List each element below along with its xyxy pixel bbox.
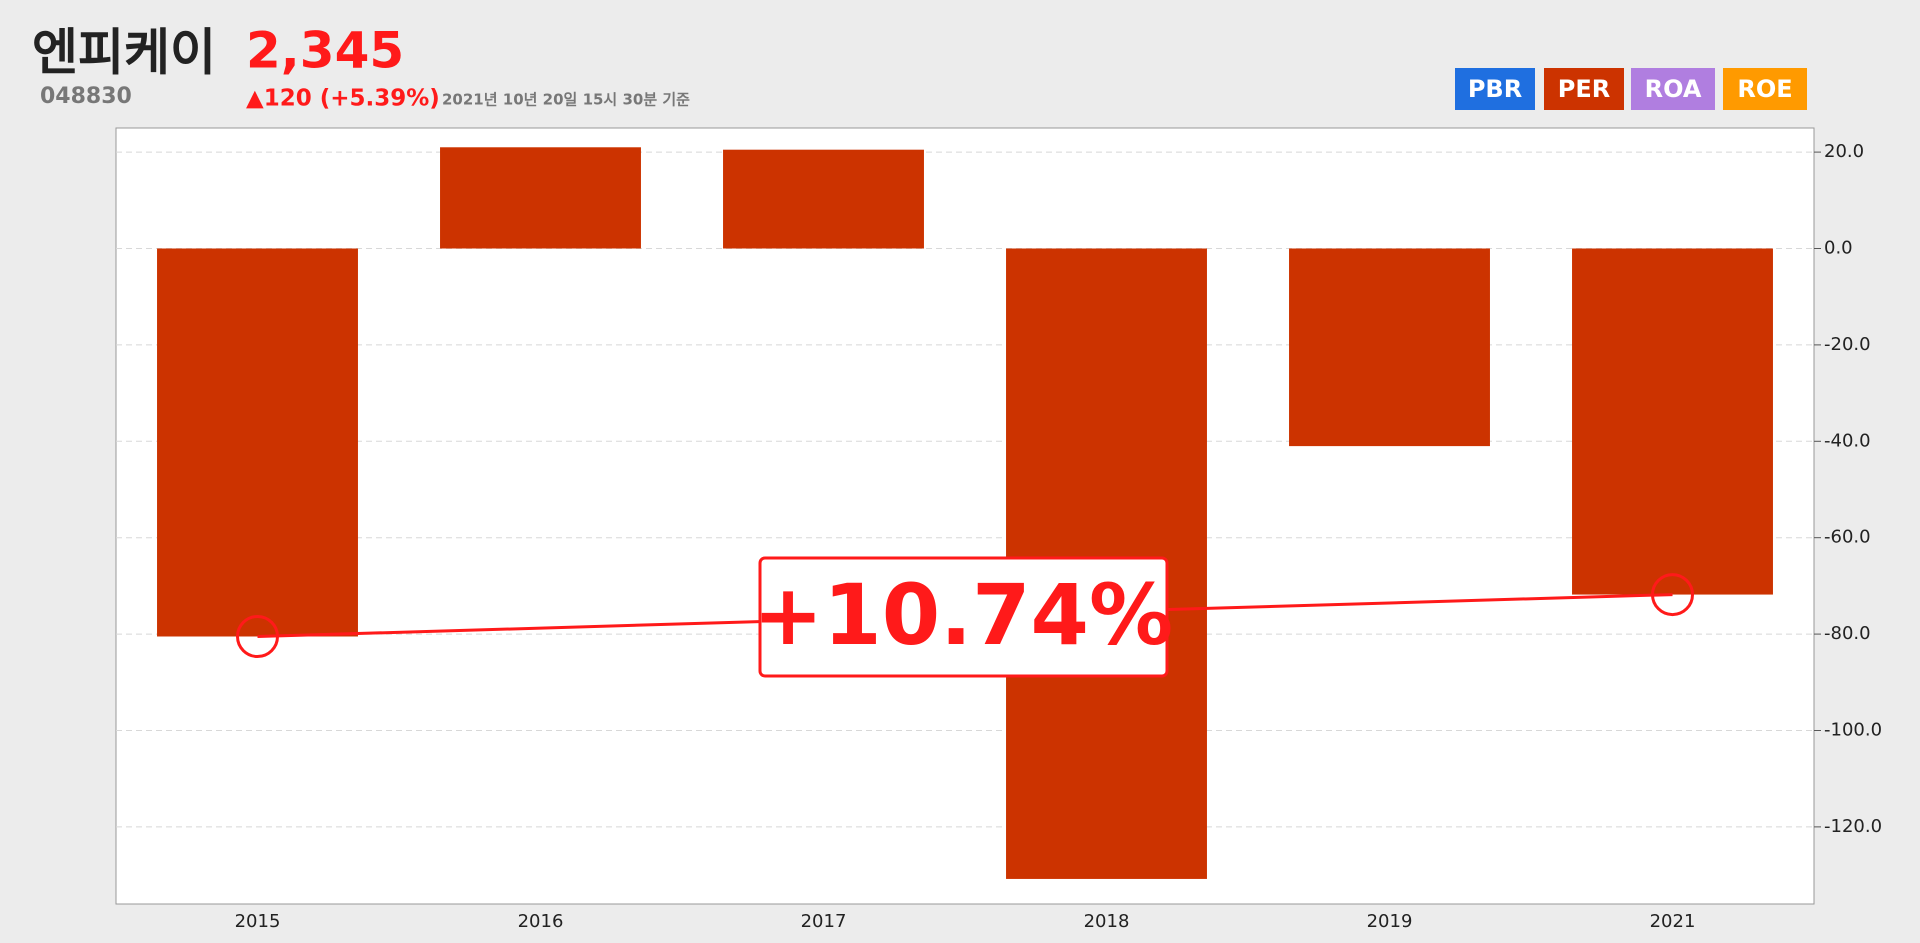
- x-tick-label: 2015: [235, 911, 281, 932]
- x-tick-label: 2018: [1084, 911, 1130, 932]
- stock-name: 엔피케이: [32, 24, 216, 82]
- annotation-text: +10.74%: [753, 566, 1173, 664]
- timestamp: 2021년 10년 20일 15시 30분 기준: [442, 91, 690, 109]
- y-tick-label: -40.0: [1824, 430, 1871, 451]
- x-tick-label: 2017: [801, 911, 847, 932]
- bar: [440, 147, 641, 249]
- y-tick-label: -100.0: [1824, 719, 1882, 740]
- metric-button-label[interactable]: PER: [1558, 75, 1610, 103]
- stock-price: 2,345: [246, 22, 404, 80]
- y-tick-label: 20.0: [1824, 141, 1864, 162]
- bar: [723, 149, 924, 249]
- metric-button-label[interactable]: PBR: [1468, 75, 1522, 103]
- annotation-box: [758, 556, 1169, 678]
- trend-point: [236, 614, 279, 658]
- y-tick-label: 0.0: [1824, 237, 1853, 258]
- y-tick-label: -120.0: [1824, 816, 1882, 837]
- metric-button-label[interactable]: ROE: [1737, 75, 1792, 103]
- bar: [1289, 248, 1490, 447]
- trend-point: [1651, 573, 1694, 617]
- plot-area: [115, 127, 1815, 905]
- x-tick-label: 2021: [1650, 911, 1696, 932]
- metric-button[interactable]: [1723, 68, 1807, 110]
- bar: [157, 248, 358, 637]
- price-change: ▲120 (+5.39%): [246, 86, 440, 112]
- metric-button[interactable]: [1455, 68, 1535, 110]
- y-tick-label: -20.0: [1824, 334, 1871, 355]
- stock-code: 048830: [40, 84, 132, 109]
- y-tick-label: -80.0: [1824, 623, 1871, 644]
- bar: [1572, 248, 1773, 595]
- x-tick-label: 2019: [1367, 911, 1413, 932]
- x-tick-label: 2016: [518, 911, 564, 932]
- y-tick-label: -60.0: [1824, 527, 1871, 548]
- metric-button[interactable]: [1631, 68, 1715, 110]
- metric-button-label[interactable]: ROA: [1645, 75, 1702, 103]
- metric-button[interactable]: [1544, 68, 1624, 110]
